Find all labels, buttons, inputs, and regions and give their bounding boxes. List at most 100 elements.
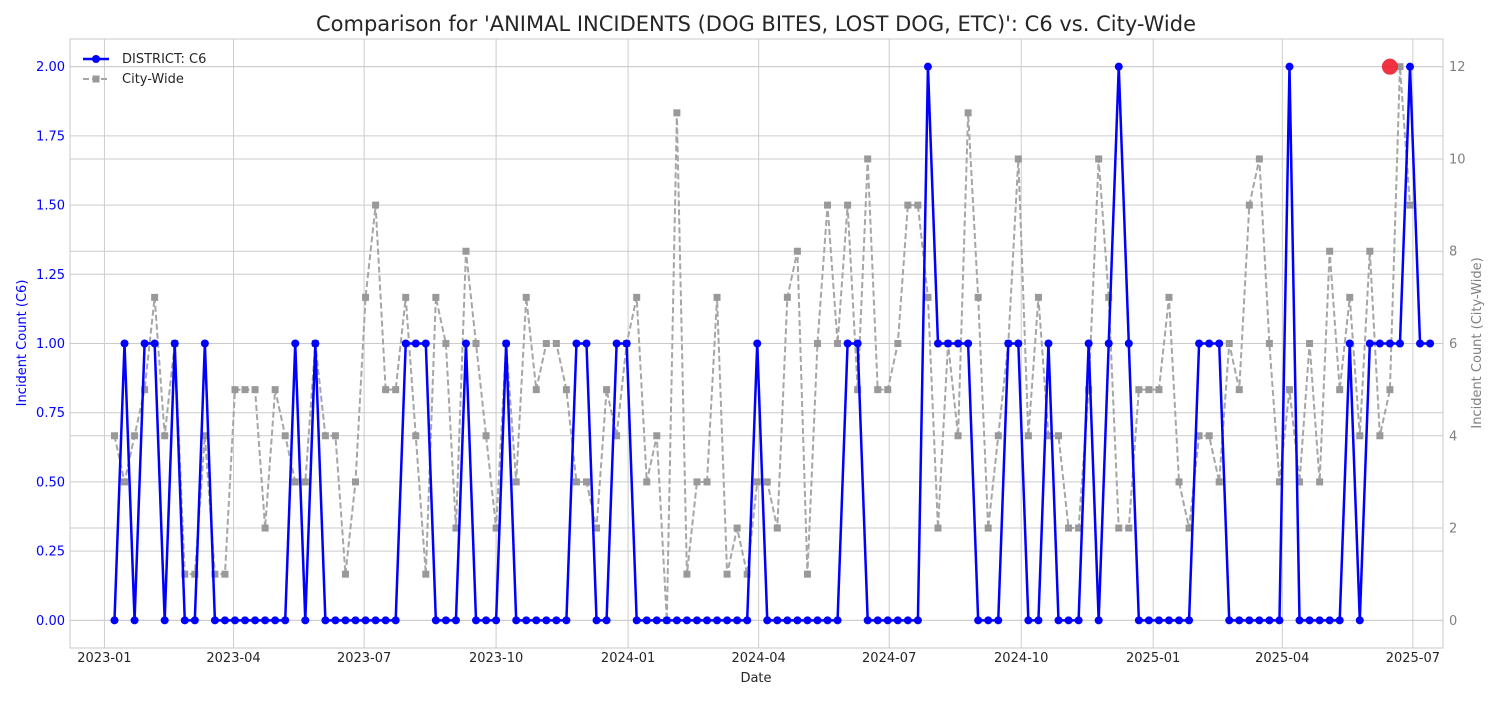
c6-point	[1335, 616, 1344, 625]
citywide-point	[512, 478, 520, 486]
c6-point	[763, 616, 772, 625]
citywide-point	[552, 340, 560, 347]
c6-point	[381, 616, 390, 625]
citywide-point	[1075, 524, 1083, 532]
citywide-point	[1336, 386, 1344, 394]
citywide-point	[1316, 478, 1324, 486]
c6-point	[281, 616, 290, 625]
c6-point	[1295, 616, 1304, 625]
c6-point	[421, 339, 430, 348]
citywide-point	[1105, 293, 1113, 301]
legend-marker-c6	[92, 55, 100, 63]
c6-point	[441, 616, 450, 625]
c6-point	[1375, 339, 1384, 348]
citywide-point	[1285, 386, 1293, 394]
citywide-point	[803, 570, 811, 578]
citywide-point	[291, 478, 299, 486]
c6-point	[220, 616, 229, 625]
citywide-point	[301, 478, 309, 486]
y-left-tick-label: 2.00	[36, 60, 65, 75]
citywide-point	[452, 524, 460, 532]
c6-point	[733, 616, 742, 625]
citywide-point	[321, 432, 329, 440]
citywide-point	[984, 524, 992, 532]
citywide-point	[221, 570, 229, 578]
citywide-point	[562, 386, 570, 394]
c6-point	[582, 339, 591, 348]
c6-point	[401, 339, 410, 348]
citywide-point	[1225, 340, 1233, 347]
citywide-point	[753, 478, 761, 486]
citywide-point	[362, 293, 370, 301]
x-tick-label: 2023-01	[77, 651, 131, 666]
c6-point	[1114, 62, 1123, 71]
c6-point	[1144, 616, 1153, 625]
citywide-point	[793, 247, 801, 255]
c6-point	[180, 616, 189, 625]
c6-point	[542, 616, 551, 625]
c6-point	[210, 616, 219, 625]
y-left-tick-label: 1.25	[36, 268, 65, 283]
citywide-point	[382, 386, 390, 394]
citywide-point	[352, 478, 359, 486]
c6-point	[1325, 616, 1334, 625]
citywide-point	[1326, 247, 1334, 255]
c6-point	[994, 616, 1003, 625]
c6-point	[532, 616, 541, 625]
y-left-tick-label: 1.00	[36, 337, 65, 352]
c6-point	[1064, 616, 1073, 625]
highlight-marker	[1381, 58, 1398, 75]
citywide-point	[331, 432, 339, 440]
c6-point	[853, 339, 862, 348]
citywide-point	[1215, 478, 1223, 486]
citywide-point	[1095, 155, 1103, 163]
c6-point	[130, 616, 139, 625]
c6-point	[331, 616, 340, 625]
x-axis-label: Date	[740, 671, 771, 686]
citywide-point	[141, 386, 149, 394]
c6-point	[552, 616, 561, 625]
y-right-tick-label: 12	[1449, 60, 1466, 75]
x-tick-label: 2024-04	[731, 651, 785, 666]
c6-point	[933, 339, 942, 348]
citywide-point	[914, 201, 922, 209]
c6-point	[411, 339, 420, 348]
c6-point	[160, 616, 169, 625]
citywide-point	[271, 386, 279, 394]
citywide-point	[1165, 293, 1173, 301]
citywide-point	[1396, 63, 1404, 71]
c6-point	[1044, 339, 1053, 348]
c6-point	[1175, 616, 1184, 625]
c6-point	[522, 616, 531, 625]
plot-frame	[69, 38, 1444, 649]
citywide-point	[894, 340, 902, 347]
citywide-point	[1175, 478, 1183, 486]
legend-marker-citywide	[92, 75, 100, 83]
citywide-point	[813, 340, 821, 347]
c6-point	[200, 339, 209, 348]
citywide-point	[121, 478, 129, 486]
citywide-point	[703, 478, 711, 486]
citywide-point	[472, 340, 480, 347]
y-right-tick-label: 6	[1449, 337, 1457, 352]
c6-point	[632, 616, 641, 625]
c6-point	[692, 616, 701, 625]
c6-point	[110, 616, 119, 625]
citywide-point	[723, 570, 731, 578]
x-tick-label: 2025-04	[1255, 651, 1309, 666]
c6-point	[461, 339, 470, 348]
c6-point	[652, 616, 661, 625]
citywide-point	[1125, 524, 1133, 532]
citywide-point	[974, 293, 982, 301]
citywide-point	[241, 386, 249, 394]
citywide-point	[693, 478, 701, 486]
chart-title: Comparison for 'ANIMAL INCIDENTS (DOG BI…	[316, 12, 1196, 36]
c6-point	[954, 339, 963, 348]
c6-point	[351, 616, 360, 625]
c6-point	[472, 616, 481, 625]
citywide-point	[964, 109, 972, 117]
c6-point	[1084, 339, 1093, 348]
citywide-point	[1044, 432, 1052, 440]
c6-point	[371, 616, 380, 625]
c6-point	[773, 616, 782, 625]
